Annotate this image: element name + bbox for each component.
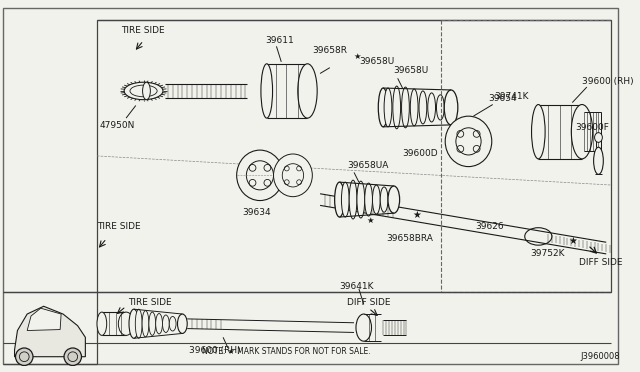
Ellipse shape xyxy=(388,186,399,213)
Ellipse shape xyxy=(169,317,176,331)
Ellipse shape xyxy=(365,183,372,216)
Polygon shape xyxy=(27,308,61,331)
Ellipse shape xyxy=(410,89,418,126)
Text: TIRE SIDE: TIRE SIDE xyxy=(128,298,172,307)
Ellipse shape xyxy=(378,88,388,127)
Ellipse shape xyxy=(273,154,312,197)
Ellipse shape xyxy=(419,91,427,124)
Ellipse shape xyxy=(335,182,344,217)
Text: 39654: 39654 xyxy=(488,94,516,103)
Text: 39658U: 39658U xyxy=(393,66,428,75)
Ellipse shape xyxy=(118,312,134,336)
Ellipse shape xyxy=(444,90,458,125)
Text: ★: ★ xyxy=(367,217,374,225)
Text: 39641K: 39641K xyxy=(339,282,374,291)
Text: ★: ★ xyxy=(353,52,360,61)
Ellipse shape xyxy=(341,182,349,217)
Ellipse shape xyxy=(177,314,188,333)
Ellipse shape xyxy=(380,187,388,212)
Ellipse shape xyxy=(532,105,545,159)
Text: 39634: 39634 xyxy=(243,208,271,217)
Ellipse shape xyxy=(372,185,380,214)
Text: 39611: 39611 xyxy=(265,36,294,45)
Text: TIRE SIDE: TIRE SIDE xyxy=(121,26,165,35)
Ellipse shape xyxy=(129,309,139,338)
Circle shape xyxy=(15,348,33,365)
Text: 47950N: 47950N xyxy=(100,121,135,130)
Text: 39600 (RH): 39600 (RH) xyxy=(582,77,634,86)
Text: 39658R: 39658R xyxy=(312,46,348,55)
Ellipse shape xyxy=(572,105,593,159)
Text: 39752K: 39752K xyxy=(531,249,565,259)
Ellipse shape xyxy=(356,314,371,341)
Ellipse shape xyxy=(135,309,142,338)
Ellipse shape xyxy=(149,312,156,336)
Text: 39658BRA: 39658BRA xyxy=(386,234,433,243)
Ellipse shape xyxy=(401,87,410,128)
Text: 39600D: 39600D xyxy=(403,148,438,157)
Text: DIFF SIDE: DIFF SIDE xyxy=(579,258,623,267)
Ellipse shape xyxy=(97,312,107,336)
Ellipse shape xyxy=(357,181,365,218)
Polygon shape xyxy=(15,306,85,357)
Ellipse shape xyxy=(428,93,435,122)
Text: DIFF SIDE: DIFF SIDE xyxy=(348,298,391,307)
Ellipse shape xyxy=(143,82,150,100)
Text: J3960008: J3960008 xyxy=(580,352,620,361)
Ellipse shape xyxy=(594,147,604,174)
Ellipse shape xyxy=(436,95,444,120)
Ellipse shape xyxy=(349,180,357,219)
Ellipse shape xyxy=(237,150,284,201)
Ellipse shape xyxy=(595,133,602,142)
Text: NOTE: ★ MARK STANDS FOR NOT FOR SALE.: NOTE: ★ MARK STANDS FOR NOT FOR SALE. xyxy=(202,347,371,356)
Ellipse shape xyxy=(142,311,149,337)
Ellipse shape xyxy=(445,116,492,167)
Ellipse shape xyxy=(261,64,273,118)
Bar xyxy=(97,20,611,292)
Text: TIRE SIDE: TIRE SIDE xyxy=(97,222,141,231)
Text: 39600 (RH): 39600 (RH) xyxy=(189,346,241,355)
Text: 39626: 39626 xyxy=(476,222,504,231)
Ellipse shape xyxy=(156,314,163,334)
Circle shape xyxy=(64,348,81,365)
Text: 39658UA: 39658UA xyxy=(348,161,388,170)
Text: ★: ★ xyxy=(568,236,577,246)
Text: 39600F: 39600F xyxy=(575,123,609,132)
Text: 39658U: 39658U xyxy=(359,57,394,66)
Text: ★: ★ xyxy=(413,210,422,220)
Ellipse shape xyxy=(384,88,392,127)
Text: 39741K: 39741K xyxy=(495,92,529,101)
Ellipse shape xyxy=(393,86,401,129)
Ellipse shape xyxy=(163,315,169,333)
Ellipse shape xyxy=(298,64,317,118)
